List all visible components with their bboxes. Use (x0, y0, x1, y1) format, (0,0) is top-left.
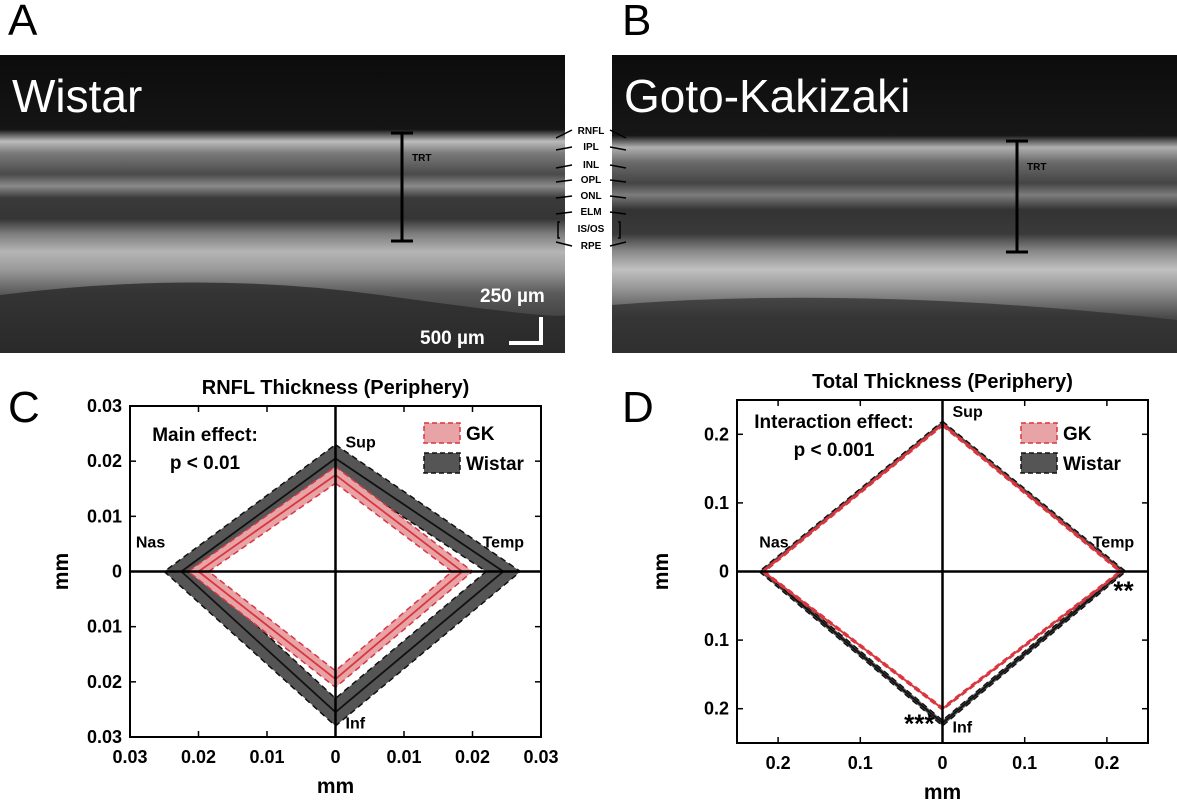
layer-label-0: RNFL (578, 126, 605, 137)
y-tick-label-3: 0.1 (704, 493, 729, 513)
legend-swatch-wistar (423, 452, 461, 474)
x-tick-label-2: 0.01 (249, 747, 284, 767)
direction-label-temp: Temp (483, 535, 525, 552)
layer-label-4: ONL (580, 191, 601, 202)
layer-label-1: IPL (583, 142, 599, 153)
x-tick-label-0: 0.03 (112, 747, 147, 767)
x-axis-label: mm (317, 775, 354, 798)
direction-label-nas: Nas (759, 535, 788, 552)
y-axis-label: mm (650, 553, 673, 590)
y-tick-label-1: 0.02 (87, 672, 122, 692)
scalebar-horizontal-label: 500 µm (420, 328, 485, 349)
legend-swatch-wistar (1020, 452, 1058, 474)
oct-image-wistar: Wistar TRT 250 µm 500 µm (0, 55, 565, 353)
y-tick-label-5: 0.02 (87, 451, 122, 471)
y-tick-label-4: 0.01 (87, 506, 122, 526)
legend-label-gk: GK (466, 424, 495, 445)
y-tick-label-0: 0.2 (704, 699, 729, 719)
x-tick-label-1: 0.1 (848, 753, 873, 773)
y-tick-label-0: 0.03 (87, 727, 122, 747)
chart-total-thickness: Total Thickness (Periphery) 0.2 0.2 0.1 0.1 0… (650, 371, 1149, 803)
x-tick-label-3: 0.1 (1012, 753, 1037, 773)
x-tick-label-6: 0.03 (523, 747, 558, 767)
layer-label-7: RPE (581, 241, 602, 252)
oct-image-gk: Goto-Kakizaki TRT (612, 55, 1177, 353)
band-inner-gk (207, 482, 454, 672)
chart-title: RNFL Thickness (Periphery) (202, 377, 469, 399)
oct-scan-gk (612, 55, 1177, 353)
gk-image-label: Goto-Kakizaki (624, 70, 911, 122)
layer-label-5: ELM (580, 207, 601, 218)
panel-letter-b: B (622, 0, 652, 45)
significance-temp: ** (1113, 576, 1134, 606)
layer-label-6: IS/OS (578, 224, 605, 235)
x-tick-label-4: 0.01 (386, 747, 421, 767)
x-tick-label-2: 0 (937, 753, 947, 773)
x-tick-label-0: 0.2 (766, 753, 791, 773)
y-axis-label: mm (50, 553, 73, 590)
x-tick-label-1: 0.02 (181, 747, 216, 767)
panel-letter-c: C (8, 383, 40, 432)
y-tick-label-1: 0.1 (704, 630, 729, 650)
layer-label-2: INL (583, 160, 599, 171)
direction-label-sup: Sup (346, 434, 376, 451)
chart-title: Total Thickness (Periphery) (812, 371, 1073, 393)
y-tick-label-6: 0.03 (87, 396, 122, 416)
legend-label-gk: GK (1063, 424, 1092, 445)
scalebar-vertical-label: 250 µm (480, 286, 545, 307)
x-tick-label-5: 0.02 (455, 747, 490, 767)
legend-swatch-gk (1020, 422, 1058, 444)
annotation-line-1: p < 0.01 (170, 453, 241, 474)
x-axis-label: mm (924, 781, 961, 803)
annotation-line-1: p < 0.001 (794, 440, 875, 461)
wistar-image-label: Wistar (12, 70, 143, 122)
y-tick-label-4: 0.2 (704, 424, 729, 444)
x-tick-label-4: 0.2 (1094, 753, 1119, 773)
panel-letter-d: D (622, 383, 654, 432)
legend-label-wistar: Wistar (1063, 454, 1122, 475)
panel-letter-a: A (8, 0, 38, 45)
oct-scan-wistar (0, 55, 565, 353)
trt-label-a: TRT (412, 153, 432, 164)
layer-label-3: OPL (581, 175, 602, 186)
direction-label-temp: Temp (1093, 535, 1135, 552)
annotation-line-0: Main effect: (152, 425, 258, 446)
y-tick-label-2: 0.01 (87, 617, 122, 637)
chart-rnfl-thickness: RNFL Thickness (Periphery)0.030.030.020.… (50, 377, 559, 798)
direction-label-inf: Inf (346, 716, 366, 733)
significance-inf: *** (904, 709, 935, 739)
legend-swatch-gk (423, 422, 461, 444)
legend-label-wistar: Wistar (466, 454, 525, 475)
direction-label-nas: Nas (136, 535, 165, 552)
layer-legend: RNFL IPL INL OPL ONL ELM IS/OS RPE (555, 126, 627, 252)
direction-label-inf: Inf (953, 720, 973, 737)
direction-label-sup: Sup (953, 404, 983, 421)
y-tick-label-2: 0 (719, 562, 729, 582)
y-tick-label-3: 0 (112, 562, 122, 582)
x-tick-label-3: 0 (330, 747, 340, 767)
annotation-line-0: Interaction effect: (754, 412, 913, 433)
trt-label-b: TRT (1027, 162, 1047, 173)
